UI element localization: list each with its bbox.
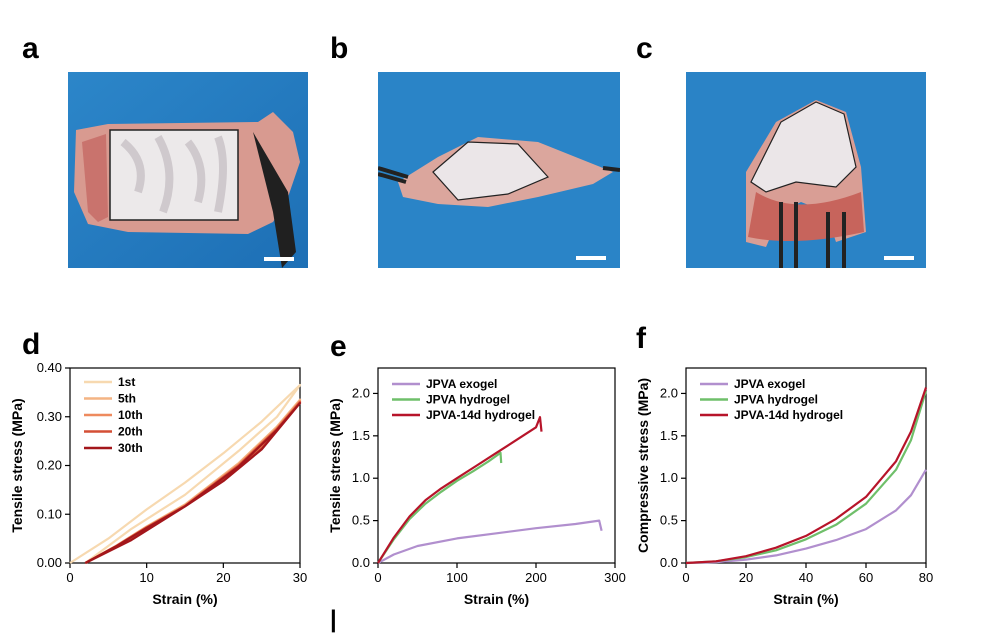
series-line-30th	[84, 402, 302, 564]
x-tick-label: 60	[859, 570, 873, 585]
photo-c-bent-patch	[686, 72, 926, 268]
legend-label: JPVA exogel	[734, 377, 805, 391]
x-tick-label: 300	[604, 570, 626, 585]
panel-label-b: b	[330, 32, 349, 65]
series-line-jpva-14d-hydrogel	[377, 416, 543, 564]
panel-label-e: e	[330, 330, 347, 363]
x-axis-label: Strain (%)	[152, 591, 217, 607]
y-tick-label: 1.0	[660, 470, 678, 485]
chart-d-cyclic-tensile: 0 10 20 30 0.00 0.10 0.20 0.30 0.40 Strain (%) Ten…	[9, 360, 307, 607]
legend-label: 5th	[118, 392, 136, 406]
legend-label: 10th	[118, 408, 143, 422]
x-tick-label: 30	[293, 570, 307, 585]
legend-label: 1st	[118, 375, 135, 389]
series-line-jpva-14d-hydrogel	[685, 387, 928, 565]
x-tick-label: 10	[139, 570, 153, 585]
x-tick-label: 0	[682, 570, 689, 585]
x-tick-label: 20	[739, 570, 753, 585]
x-tick-label: 40	[799, 570, 813, 585]
y-tick-label: 2.0	[352, 385, 370, 400]
x-tick-label: 0	[374, 570, 381, 585]
y-tick-label: 0.5	[660, 513, 678, 528]
x-tick-label: 0	[66, 570, 73, 585]
panel-label-c: c	[636, 32, 653, 65]
y-tick-label: 0.0	[660, 555, 678, 570]
x-tick-label: 100	[446, 570, 468, 585]
y-tick-label: 0.5	[352, 513, 370, 528]
series-line-1st	[69, 384, 302, 564]
y-tick-label: 0.0	[352, 555, 370, 570]
legend-label: JPVA exogel	[426, 377, 497, 391]
y-tick-label: 0.00	[37, 555, 62, 570]
y-axis-label: Tensile stress (MPa)	[9, 398, 25, 532]
series-line-jpva-exogel	[685, 469, 927, 565]
legend-label: 30th	[118, 441, 143, 455]
y-tick-label: 0.40	[37, 360, 62, 375]
x-tick-label: 200	[525, 570, 547, 585]
y-tick-label: 1.5	[352, 428, 370, 443]
legend-label: JPVA-14d hydrogel	[426, 408, 535, 422]
x-axis-label: Strain (%)	[464, 591, 529, 607]
y-axis-label: Compressive stress (MPa)	[635, 378, 651, 553]
x-axis-label: Strain (%)	[773, 591, 838, 607]
panel-label-g: |	[330, 606, 337, 633]
panel-label-f: f	[636, 322, 646, 355]
photo-a-tissue-patch	[68, 72, 308, 268]
series-line-jpva-exogel	[377, 519, 603, 564]
y-tick-label: 1.5	[660, 428, 678, 443]
y-tick-label: 1.0	[352, 470, 370, 485]
legend-label: JPVA hydrogel	[734, 393, 818, 407]
x-tick-label: 80	[919, 570, 933, 585]
legend-label: JPVA-14d hydrogel	[734, 408, 843, 422]
y-tick-label: 0.30	[37, 409, 62, 424]
y-tick-label: 2.0	[660, 385, 678, 400]
y-tick-label: 0.20	[37, 458, 62, 473]
panel-label-a: a	[22, 32, 39, 65]
legend-label: 20th	[118, 425, 143, 439]
photo-b-stretched-patch	[378, 72, 620, 268]
plot-frame	[377, 367, 616, 564]
plot-frame	[69, 367, 301, 564]
chart-f-compressive: 0 20 40 60 80 0.0 0.5 1.0 1.5 2.0 Strain (%) Compre…	[635, 367, 933, 607]
x-tick-label: 20	[216, 570, 230, 585]
y-tick-label: 0.10	[37, 506, 62, 521]
legend-label: JPVA hydrogel	[426, 393, 510, 407]
panel-label-d: d	[22, 328, 41, 361]
chart-e-tensile: 0 100 200 300 0.0 0.5 1.0 1.5 2.0 Strain (%) Tensi…	[327, 367, 626, 607]
y-axis-label: Tensile stress (MPa)	[327, 398, 343, 532]
series-line-jpva-hydrogel	[377, 451, 503, 564]
